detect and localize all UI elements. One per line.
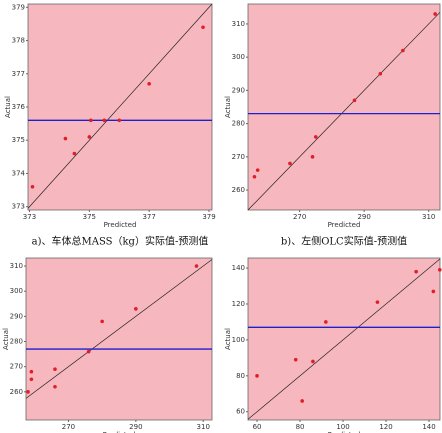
caption: a)、车体总MASS（kg）实际值-预测值 bbox=[32, 235, 209, 248]
point bbox=[72, 151, 77, 156]
x-tick-label: 120 bbox=[379, 423, 392, 431]
point bbox=[89, 118, 93, 123]
point bbox=[134, 307, 138, 311]
y-tick-label: 120 bbox=[232, 300, 245, 308]
x-tick-label: 100 bbox=[336, 423, 349, 431]
x-tick-label: 375 bbox=[83, 213, 96, 221]
x-tick-label: 270 bbox=[62, 423, 75, 431]
point bbox=[100, 319, 104, 324]
y-tick-label: 280 bbox=[10, 338, 23, 346]
y-axis-label: Actual bbox=[224, 96, 232, 118]
point bbox=[194, 264, 199, 268]
y-tick-label: 310 bbox=[10, 262, 23, 270]
point bbox=[288, 161, 292, 166]
point bbox=[293, 357, 298, 362]
y-tick-label: 80 bbox=[236, 372, 245, 380]
diagonal bbox=[25, 259, 213, 399]
y-tick-label: 377 bbox=[12, 70, 25, 78]
y-tick-label: 260 bbox=[232, 186, 245, 194]
point bbox=[313, 135, 318, 139]
point bbox=[102, 118, 107, 123]
point bbox=[252, 174, 257, 179]
y-tick-label: 300 bbox=[232, 53, 245, 61]
point bbox=[437, 268, 442, 272]
y-tick-label: 270 bbox=[10, 363, 23, 371]
point bbox=[117, 118, 122, 123]
y-tick-label: 376 bbox=[12, 103, 26, 111]
y-tick-label: 375 bbox=[12, 136, 25, 144]
point bbox=[300, 399, 304, 403]
x-axis-label: Predicted bbox=[103, 431, 136, 433]
point bbox=[63, 136, 68, 141]
y-tick-label: 379 bbox=[12, 3, 25, 11]
point bbox=[311, 359, 315, 364]
point bbox=[414, 269, 418, 274]
x-tick-label: 373 bbox=[23, 213, 36, 221]
point bbox=[86, 349, 91, 354]
y-tick-label: 60 bbox=[236, 408, 245, 416]
y-tick-label: 373 bbox=[12, 203, 25, 211]
y-tick-label: 378 bbox=[12, 37, 25, 45]
point bbox=[87, 135, 92, 139]
y-axis-label: Actual bbox=[224, 328, 232, 350]
caption: b)、左侧OLC实际值-预测值 bbox=[281, 235, 407, 248]
x-tick-label: 80 bbox=[296, 423, 305, 431]
point bbox=[255, 168, 260, 172]
x-tick-label: 310 bbox=[197, 423, 210, 431]
x-tick-label: 290 bbox=[357, 213, 370, 221]
diagonal bbox=[27, 3, 213, 209]
point bbox=[375, 300, 380, 304]
y-axis-label: Actual bbox=[2, 328, 10, 350]
x-axis-label: Predicted bbox=[328, 221, 361, 229]
plot-area bbox=[247, 3, 441, 211]
point bbox=[53, 384, 57, 389]
point bbox=[324, 320, 328, 324]
x-tick-label: 270 bbox=[293, 213, 306, 221]
x-axis-label: Predicted bbox=[104, 221, 137, 229]
plot-area bbox=[25, 257, 213, 421]
x-tick-label: 379 bbox=[202, 213, 215, 221]
x-tick-label: 377 bbox=[142, 213, 155, 221]
y-tick-label: 290 bbox=[10, 312, 23, 320]
x-tick-label: 60 bbox=[253, 423, 262, 431]
x-tick-label: 310 bbox=[422, 213, 435, 221]
point bbox=[255, 374, 259, 378]
point bbox=[147, 81, 151, 86]
y-tick-label: 270 bbox=[232, 153, 245, 161]
point bbox=[378, 71, 383, 76]
point bbox=[30, 184, 35, 189]
point bbox=[201, 25, 205, 30]
y-tick-label: 300 bbox=[10, 287, 23, 295]
y-tick-label: 290 bbox=[232, 86, 245, 94]
diagonal bbox=[247, 12, 441, 211]
y-axis-label: Actual bbox=[4, 96, 12, 118]
y-tick-label: 280 bbox=[232, 120, 245, 128]
point bbox=[433, 12, 437, 16]
point bbox=[26, 390, 30, 394]
y-tick-label: 260 bbox=[10, 388, 23, 396]
point bbox=[431, 289, 436, 294]
y-tick-label: 100 bbox=[232, 336, 245, 344]
x-axis-label: Predicted bbox=[328, 431, 361, 433]
y-tick-label: 374 bbox=[12, 169, 26, 177]
point bbox=[29, 377, 34, 382]
y-tick-label: 140 bbox=[232, 264, 245, 272]
x-tick-label: 140 bbox=[422, 423, 435, 431]
point bbox=[401, 48, 405, 53]
point bbox=[352, 98, 357, 103]
point bbox=[53, 367, 57, 371]
x-tick-label: 290 bbox=[129, 423, 142, 431]
y-tick-label: 310 bbox=[232, 20, 245, 28]
point bbox=[29, 369, 34, 374]
point bbox=[310, 155, 315, 159]
diagonal bbox=[247, 258, 441, 420]
